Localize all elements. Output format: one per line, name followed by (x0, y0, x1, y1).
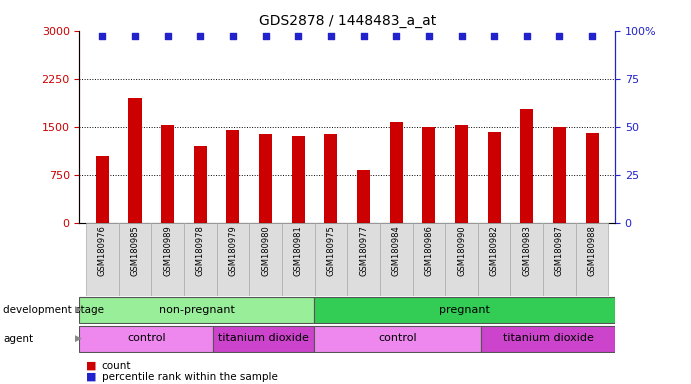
Text: control: control (378, 333, 417, 343)
Bar (96, 156, 109, 223)
FancyBboxPatch shape (445, 223, 478, 296)
Point (129, 33, 140, 40)
FancyBboxPatch shape (119, 223, 151, 296)
FancyBboxPatch shape (249, 223, 282, 296)
Bar (488, 132, 501, 223)
FancyBboxPatch shape (282, 223, 314, 296)
FancyBboxPatch shape (543, 223, 576, 296)
Text: GSM180978: GSM180978 (196, 225, 205, 276)
FancyBboxPatch shape (184, 223, 216, 296)
Point (489, 33, 500, 40)
Point (358, 33, 369, 40)
Bar (227, 130, 240, 223)
Text: ■: ■ (86, 361, 97, 371)
Point (587, 33, 598, 40)
Text: pregnant: pregnant (439, 305, 490, 314)
FancyBboxPatch shape (413, 223, 445, 296)
Point (554, 33, 565, 40)
Bar (193, 146, 207, 223)
Text: GSM180984: GSM180984 (392, 225, 401, 276)
FancyBboxPatch shape (86, 223, 119, 296)
Text: ▶: ▶ (75, 334, 82, 343)
FancyBboxPatch shape (79, 297, 314, 323)
Text: GSM180977: GSM180977 (359, 225, 368, 276)
FancyBboxPatch shape (216, 223, 249, 296)
Text: GSM180976: GSM180976 (98, 225, 107, 276)
FancyBboxPatch shape (576, 223, 609, 296)
FancyBboxPatch shape (478, 223, 511, 296)
FancyBboxPatch shape (79, 326, 214, 352)
Text: agent: agent (3, 334, 34, 344)
Point (260, 33, 271, 40)
Bar (357, 170, 370, 223)
Point (162, 33, 173, 40)
Bar (390, 122, 403, 223)
Text: ▶: ▶ (75, 305, 82, 314)
FancyBboxPatch shape (481, 326, 615, 352)
Text: titanium dioxide: titanium dioxide (218, 333, 309, 343)
FancyBboxPatch shape (214, 326, 314, 352)
Text: ■: ■ (86, 372, 97, 382)
Title: GDS2878 / 1448483_a_at: GDS2878 / 1448483_a_at (258, 14, 436, 28)
Point (293, 33, 304, 40)
Point (97, 33, 108, 40)
Point (195, 33, 206, 40)
Text: count: count (102, 361, 131, 371)
FancyBboxPatch shape (347, 223, 380, 296)
Text: control: control (127, 333, 166, 343)
FancyBboxPatch shape (511, 223, 543, 296)
Bar (259, 134, 272, 223)
Text: GSM180985: GSM180985 (131, 225, 140, 276)
Point (456, 33, 467, 40)
Point (424, 33, 435, 40)
Text: development stage: development stage (3, 305, 104, 315)
FancyBboxPatch shape (151, 223, 184, 296)
Text: GSM180986: GSM180986 (424, 225, 433, 276)
Bar (292, 136, 305, 223)
Bar (161, 126, 174, 223)
Text: GSM180983: GSM180983 (522, 225, 531, 276)
Bar (422, 127, 435, 223)
Text: GSM180987: GSM180987 (555, 225, 564, 276)
Point (390, 33, 401, 40)
Text: percentile rank within the sample: percentile rank within the sample (102, 372, 278, 382)
Bar (324, 134, 337, 223)
Point (521, 33, 532, 40)
FancyBboxPatch shape (314, 223, 347, 296)
Bar (455, 125, 468, 223)
Bar (129, 98, 142, 223)
Text: GSM180982: GSM180982 (490, 225, 499, 276)
Text: titanium dioxide: titanium dioxide (502, 333, 594, 343)
Text: GSM180980: GSM180980 (261, 225, 270, 276)
Text: GSM180979: GSM180979 (229, 225, 238, 276)
Bar (553, 127, 566, 223)
Point (325, 33, 337, 40)
Bar (585, 133, 598, 223)
Text: GSM180988: GSM180988 (587, 225, 596, 276)
Text: GSM180981: GSM180981 (294, 225, 303, 276)
Text: GSM180989: GSM180989 (163, 225, 172, 276)
FancyBboxPatch shape (380, 223, 413, 296)
Text: GSM180990: GSM180990 (457, 225, 466, 276)
Text: non-pregnant: non-pregnant (159, 305, 234, 314)
Bar (520, 109, 533, 223)
Point (227, 33, 238, 40)
Text: GSM180975: GSM180975 (326, 225, 335, 276)
FancyBboxPatch shape (314, 326, 481, 352)
FancyBboxPatch shape (314, 297, 615, 323)
